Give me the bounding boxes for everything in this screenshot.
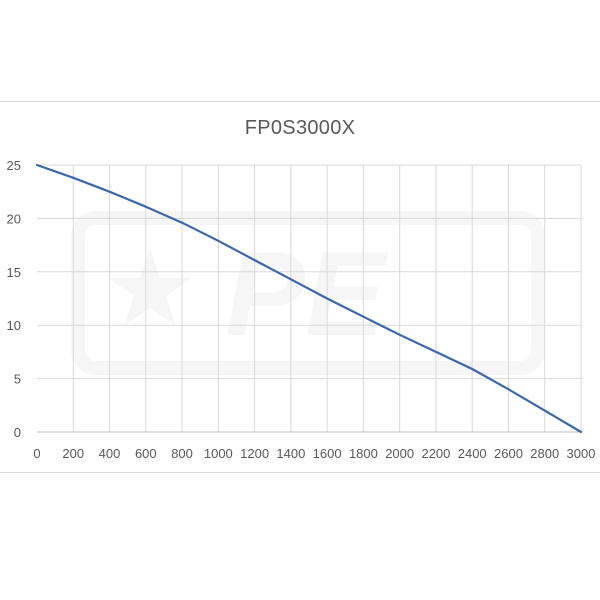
- x-tick-label: 2000: [385, 446, 414, 461]
- chart-frame-top-border: [0, 101, 600, 102]
- x-tick-label: 2200: [421, 446, 450, 461]
- y-tick-label: 15: [7, 265, 21, 280]
- x-tick-label: 1600: [313, 446, 342, 461]
- x-tick-label: 3000: [567, 446, 596, 461]
- y-tick-label: 5: [14, 372, 21, 387]
- x-tick-label: 800: [171, 446, 193, 461]
- x-tick-label: 400: [99, 446, 121, 461]
- y-tick-label: 10: [7, 318, 21, 333]
- pe-watermark-logo: PE: [71, 211, 545, 375]
- x-tick-label: 600: [135, 446, 157, 461]
- x-tick-label: 200: [62, 446, 84, 461]
- y-tick-label: 25: [7, 158, 21, 173]
- x-tick-label: 1400: [276, 446, 305, 461]
- x-tick-label: 2400: [458, 446, 487, 461]
- x-tick-label: 2600: [494, 446, 523, 461]
- y-tick-label: 20: [7, 211, 21, 226]
- x-tick-label: 2800: [530, 446, 559, 461]
- y-tick-label: 0: [14, 425, 21, 440]
- chart-frame-bottom-border: [0, 472, 600, 473]
- x-tick-label: 1000: [204, 446, 233, 461]
- x-tick-label: 0: [33, 446, 40, 461]
- svg-text:PE: PE: [225, 227, 389, 361]
- series-line: [35, 163, 583, 434]
- x-tick-label: 1200: [240, 446, 269, 461]
- x-tick-label: 1800: [349, 446, 378, 461]
- chart-title: FP0S3000X: [244, 117, 356, 139]
